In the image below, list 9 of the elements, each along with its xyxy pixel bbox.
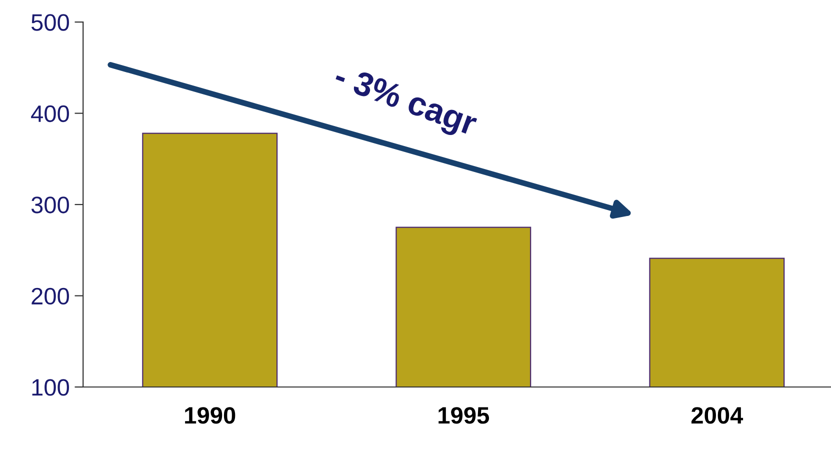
y-tick-label: 500 — [31, 14, 69, 31]
x-tick-label: 1990 — [185, 407, 236, 424]
y-tick-label: 200 — [32, 288, 69, 305]
y-tick-label: 400 — [31, 105, 69, 122]
x-tick-label: 2004 — [691, 407, 744, 424]
annotation: - 3% cagr — [330, 64, 479, 142]
x-tick-label: 1995 — [438, 407, 489, 424]
y-tick-label: 100 — [32, 379, 69, 396]
y-tick-label: 300 — [31, 196, 69, 214]
